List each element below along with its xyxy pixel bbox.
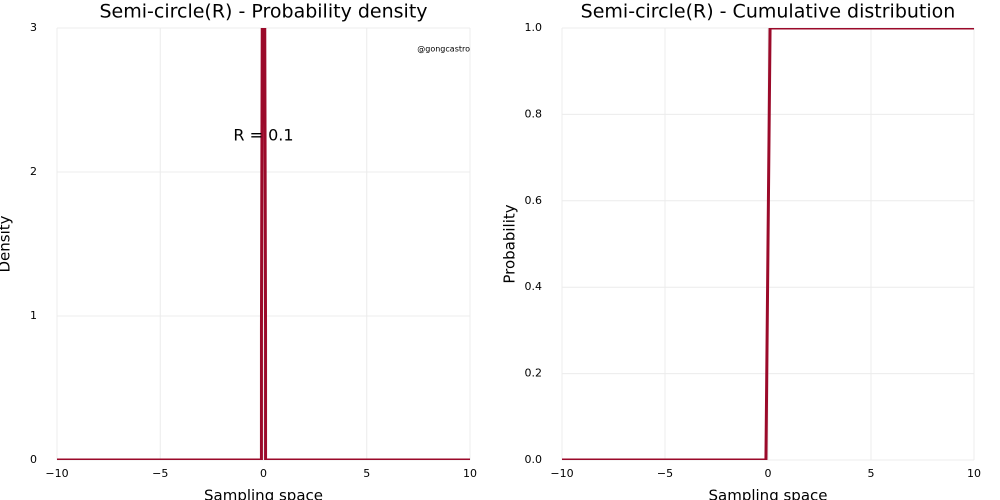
y-tick-label: 0.8 <box>525 107 543 120</box>
plot-area <box>562 28 974 460</box>
x-tick-label: 10 <box>967 467 981 480</box>
x-axis-label: Sampling space <box>709 487 828 500</box>
x-tick-label: −5 <box>152 467 168 480</box>
x-tick-label: 5 <box>868 467 875 480</box>
x-tick-label: 0 <box>765 467 772 480</box>
x-tick-label: 10 <box>463 467 477 480</box>
y-tick-label: 1 <box>30 309 37 322</box>
y-axis-label: Density <box>0 215 14 272</box>
y-axis-label: Probability <box>501 204 519 283</box>
x-tick-label: 0 <box>260 467 267 480</box>
x-axis-label: Sampling space <box>204 487 323 500</box>
chart-title: Semi-circle(R) - Probability density <box>99 1 427 23</box>
data-line <box>562 28 974 460</box>
x-tick-label: −10 <box>45 467 68 480</box>
y-tick-label: 0.4 <box>525 280 543 293</box>
x-tick-label: −10 <box>550 467 573 480</box>
annotation: R = 0.1 <box>233 126 293 145</box>
y-tick-label: 0.6 <box>525 194 543 207</box>
y-tick-label: 3 <box>30 21 37 34</box>
x-tick-label: −5 <box>657 467 673 480</box>
y-tick-label: 0 <box>30 453 37 466</box>
y-tick-label: 2 <box>30 165 37 178</box>
y-tick-label: 0.2 <box>525 367 543 380</box>
y-tick-label: 0.0 <box>525 453 543 466</box>
y-tick-label: 1.0 <box>525 21 543 34</box>
x-tick-label: 5 <box>363 467 370 480</box>
credit: @gongcastro <box>417 45 470 54</box>
chart-title: Semi-circle(R) - Cumulative distribution <box>581 1 956 23</box>
